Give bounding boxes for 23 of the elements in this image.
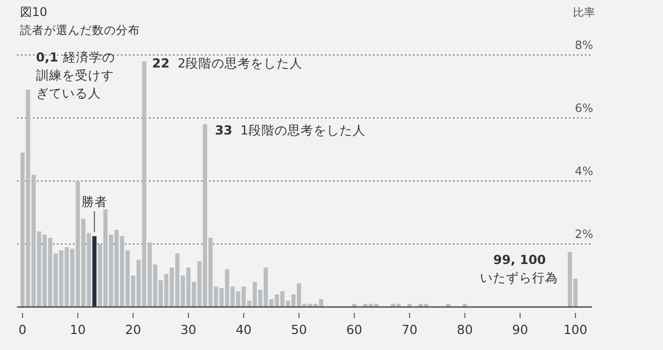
annotation: 99, 100 いたずら行為: [480, 252, 558, 285]
annotation: 勝者: [81, 194, 108, 210]
x-tick-label: 80: [456, 322, 473, 337]
x-tick-label: 10: [70, 322, 86, 337]
x-tick-label: 60: [346, 322, 362, 337]
x-tick-label: 70: [402, 322, 418, 337]
y-tick-label: 4%: [574, 164, 594, 178]
annotation: 33 1段階の思考をした人: [214, 122, 366, 138]
x-tick-label: 40: [236, 322, 252, 337]
x-tick-label: 20: [125, 322, 142, 337]
x-tick-label: 50: [291, 322, 307, 337]
x-tick-label: 0: [18, 322, 27, 337]
annotation: 22 2段階の思考をした人: [152, 55, 303, 70]
y-tick-label: 8%: [574, 38, 594, 52]
y-tick-label: 6%: [574, 101, 594, 115]
chart-title: 図10: [20, 5, 48, 19]
y-tick-label: 2%: [574, 227, 594, 241]
annotation: 0,1 経済学の訓練を受けすぎている人: [36, 50, 116, 101]
y-axis-title: 比率: [573, 6, 595, 19]
x-tick-label: 100: [563, 322, 588, 337]
x-tick-label: 90: [512, 322, 528, 337]
chart-subtitle: 読者が選んだ数の分布: [20, 23, 140, 37]
x-tick-label: 30: [180, 322, 196, 337]
